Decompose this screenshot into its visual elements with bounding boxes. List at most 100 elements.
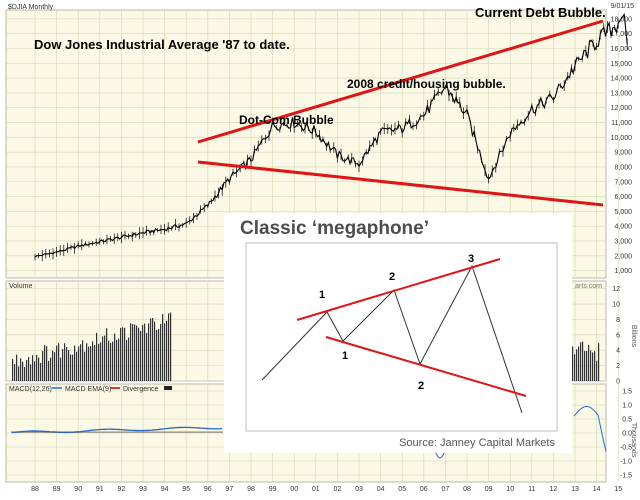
volume-bar (156, 329, 158, 381)
x-tick-label: 09 (485, 486, 493, 493)
volume-y-axis: 0 2 4 6 8 10 12 (612, 286, 620, 385)
inset-trough-2: 2 (418, 380, 424, 392)
volume-bar (26, 360, 28, 381)
inset-source: Source: Janney Capital Markets (399, 437, 555, 449)
volume-bar (42, 351, 44, 381)
volume-bar (20, 358, 22, 381)
x-tick-label: 12 (550, 486, 558, 493)
volume-tick-label: 6 (616, 332, 620, 339)
volume-bar (136, 325, 138, 381)
volume-bar (94, 344, 96, 381)
macd-y-axis: 1.5 1.0 0.5 0.0 -0.5 -1.0 -1.5 (620, 389, 632, 480)
x-tick-label: 98 (247, 486, 255, 493)
volume-bar (60, 357, 62, 381)
macd-tick-label: -1.0 (620, 459, 632, 466)
volume-bar (162, 314, 164, 381)
x-tick-label: 04 (377, 486, 385, 493)
inset-peak-3: 3 (468, 253, 474, 265)
macd-legend-label: MACD(12,26) (9, 386, 52, 393)
macd-unit: Thousands (630, 423, 637, 458)
volume-bar (578, 346, 580, 381)
x-tick-label: 06 (420, 486, 428, 493)
macd-tick-label: 0.5 (622, 417, 632, 424)
volume-label: Volume (9, 283, 32, 290)
volume-bar (104, 335, 106, 381)
x-axis: 88 89 90 91 92 93 94 95 96 97 98 99 00 01 02 03 04 05 06 07… (31, 486, 622, 493)
volume-bar (78, 346, 80, 381)
price-y-axis: 1,000 2,000 3,000 4,000 5,000 6,000 7,000 8,000… (611, 16, 633, 275)
volume-bar (38, 357, 40, 381)
x-tick-label: 08 (463, 486, 471, 493)
price-tick-label: 9,000 (614, 150, 632, 157)
volume-bar (152, 317, 154, 381)
inset-upper-line (296, 258, 501, 321)
volume-bar (586, 350, 588, 381)
x-tick-label: 05 (398, 486, 406, 493)
volume-bar (86, 343, 88, 381)
volume-bar (56, 345, 58, 381)
macd-series (11, 405, 607, 459)
price-tick-label: 2,000 (614, 253, 632, 260)
volume-bar (102, 336, 104, 381)
volume-bar (16, 354, 18, 381)
volume-bar (12, 359, 14, 381)
x-tick-label: 15 (614, 486, 622, 493)
x-tick-label: 07 (442, 486, 450, 493)
volume-bar (46, 346, 48, 381)
volume-bar (584, 350, 586, 381)
volume-bar (40, 362, 42, 381)
x-tick-label: 95 (182, 486, 190, 493)
volume-bar (140, 330, 142, 381)
volume-bar (122, 327, 124, 381)
volume-tick-label: 12 (612, 286, 620, 293)
volume-bar (84, 351, 86, 381)
volume-bar (148, 323, 150, 381)
volume-bar (598, 343, 600, 381)
x-tick-label: 03 (355, 486, 363, 493)
price-tick-label: 1,000 (614, 268, 632, 275)
volume-bar (596, 360, 598, 381)
volume-bar (82, 340, 84, 381)
divergence-legend-swatch (164, 386, 172, 390)
volume-bar (32, 355, 34, 381)
x-tick-label: 13 (571, 486, 579, 493)
symbol-label: $DJIA Monthly (8, 4, 54, 11)
volume-bar (594, 351, 596, 381)
price-line (34, 12, 628, 258)
x-tick-label: 94 (161, 486, 169, 493)
macd-ema-legend-label: MACD EMA(9) (65, 386, 111, 393)
volume-bar (14, 364, 16, 381)
volume-bar (110, 342, 112, 381)
volume-bar (70, 354, 72, 381)
volume-bar (124, 327, 126, 381)
price-tick-label: 4,000 (614, 224, 632, 231)
volume-bar (116, 340, 118, 381)
volume-bar (126, 340, 128, 381)
volume-bar (108, 340, 110, 381)
volume-tick-label: 8 (616, 317, 620, 324)
price-tick-label: 16,000 (611, 46, 633, 53)
volume-bar (130, 323, 132, 381)
volume-tick-label: 2 (616, 363, 620, 370)
macd-tick-label: 0.0 (622, 431, 632, 438)
volume-tick-label: 4 (616, 348, 620, 355)
volume-bar (28, 357, 30, 381)
volume-bar (58, 343, 60, 381)
price-tick-label: 8,000 (614, 164, 632, 171)
x-tick-label: 97 (226, 486, 234, 493)
volume-bar (74, 345, 76, 381)
volume-bar (582, 341, 584, 381)
x-tick-label: 96 (204, 486, 212, 493)
annotation-current: Current Debt Bubble. (475, 5, 606, 20)
volume-bar (90, 346, 92, 381)
volume-bar (572, 346, 574, 381)
volume-bar (66, 347, 68, 381)
annotations: Dow Jones Industrial Average '87 to date… (34, 5, 606, 127)
volume-bar (30, 364, 32, 381)
annotation-title: Dow Jones Industrial Average '87 to date… (34, 37, 290, 52)
x-tick-label: 01 (312, 486, 320, 493)
price-panel: 1,000 2,000 3,000 4,000 5,000 6,000 7,000 8,000… (5, 3, 634, 279)
price-tick-label: 15,000 (611, 61, 633, 68)
volume-bar (64, 343, 66, 381)
